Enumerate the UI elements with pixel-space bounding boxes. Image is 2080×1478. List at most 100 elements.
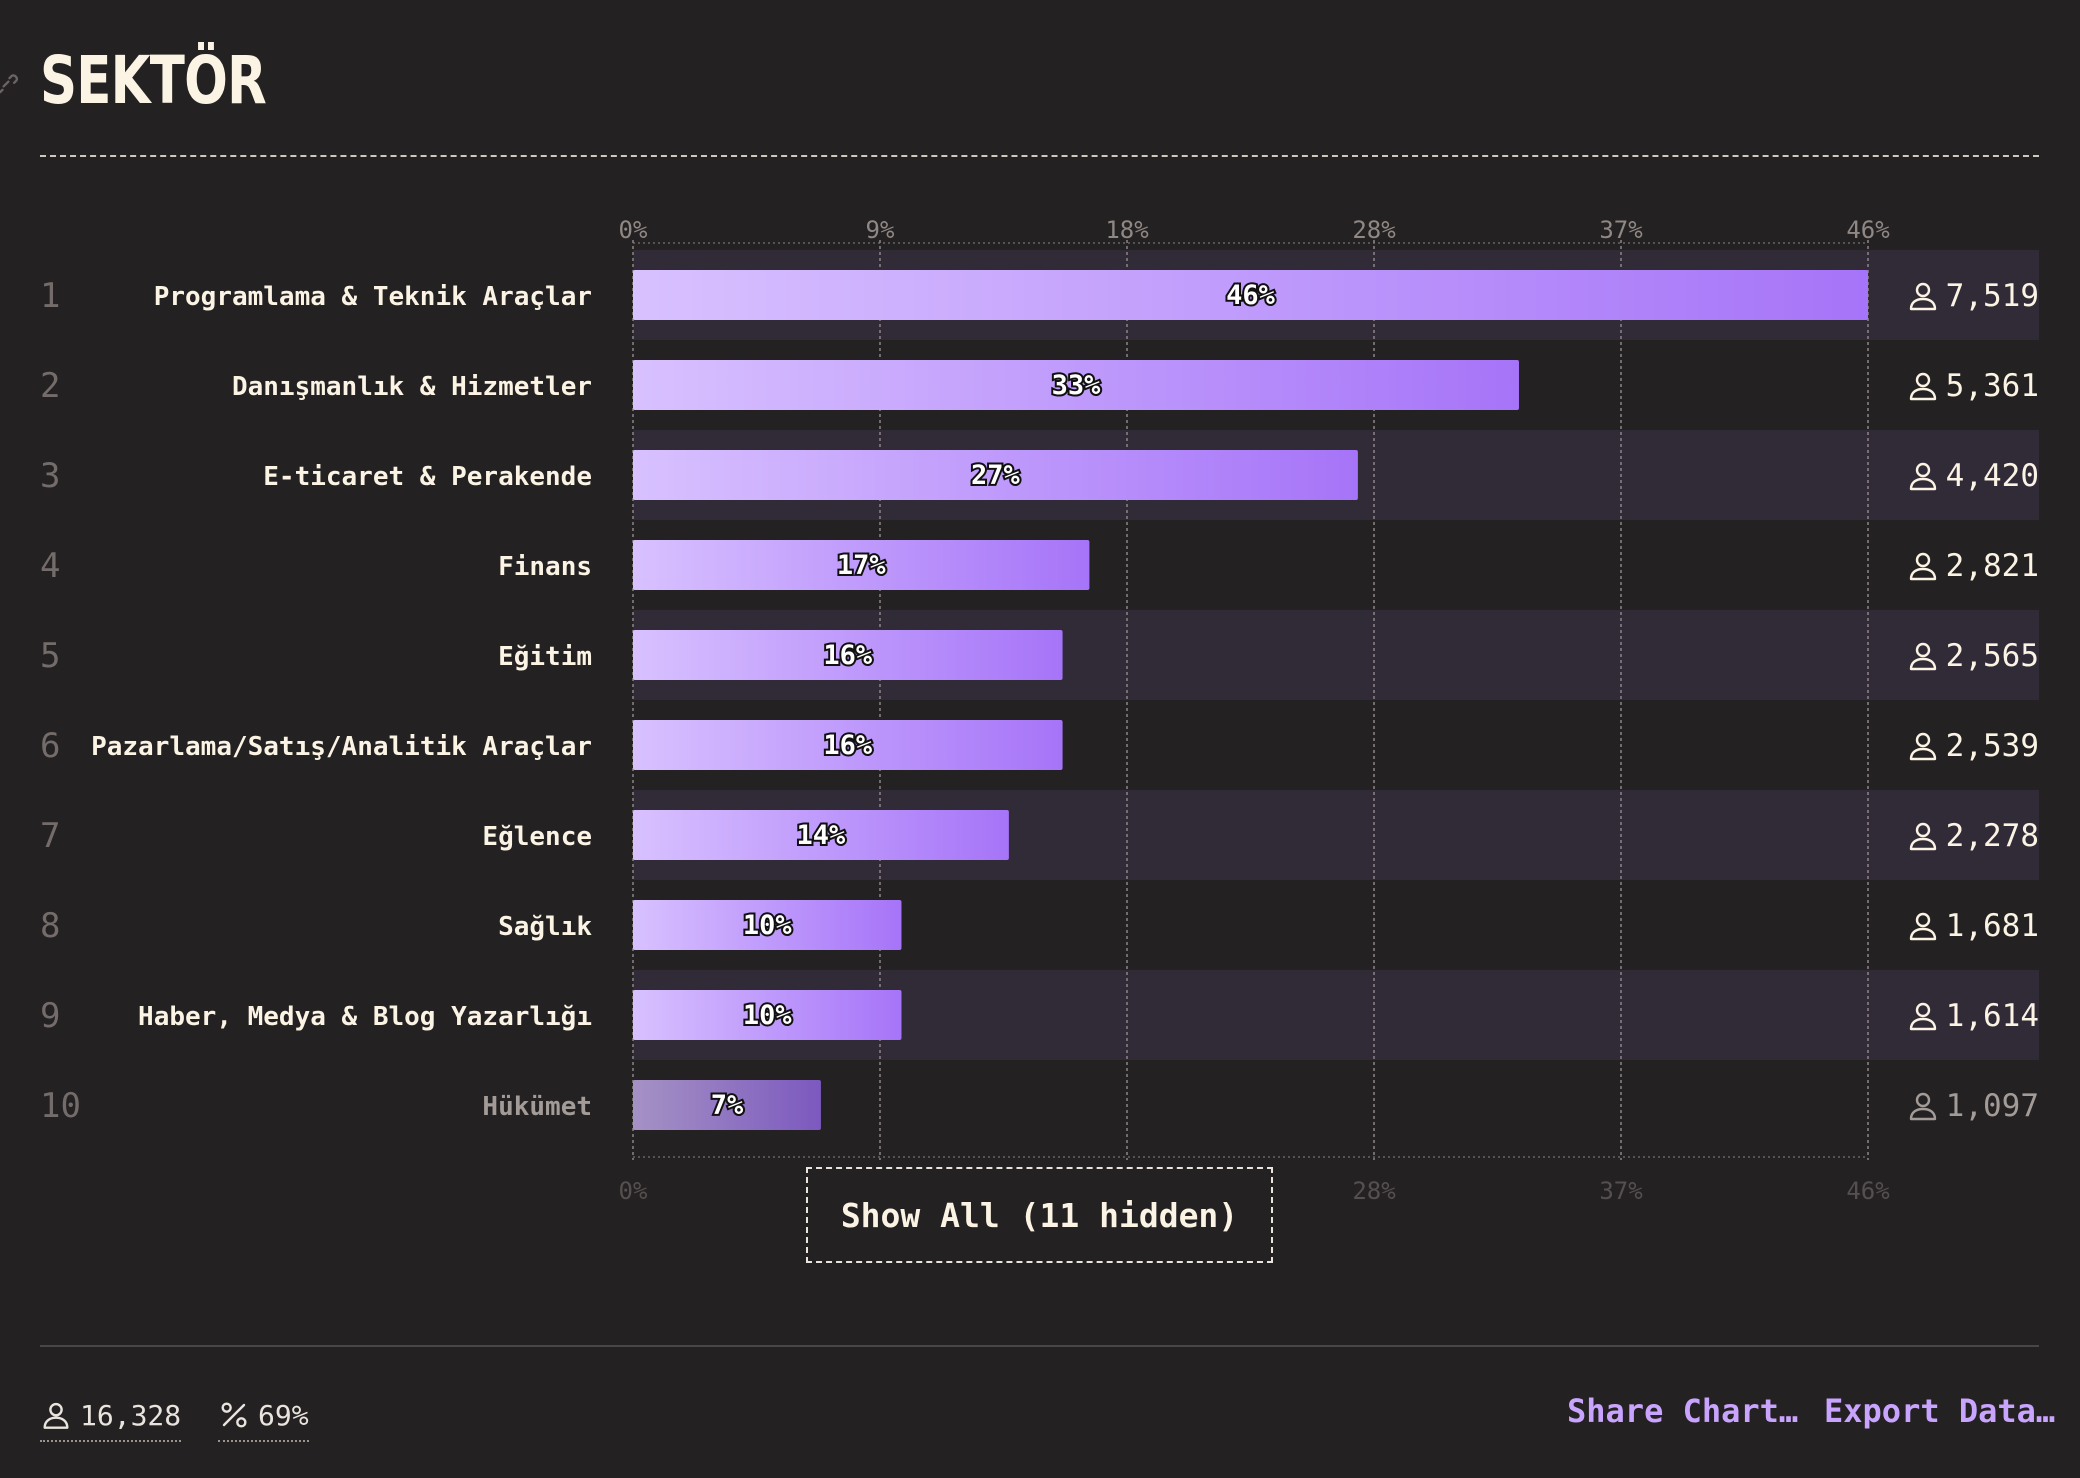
bar-value-label: 46% (1226, 280, 1276, 311)
bar (633, 900, 902, 950)
respondent-count: 2,565 (1946, 638, 2039, 674)
bar-value-label: 33% (1052, 370, 1102, 401)
x-tick-label-top: 0% (619, 216, 648, 244)
bar (633, 810, 1009, 860)
rank-number: 2 (40, 366, 60, 406)
respondent-count: 5,361 (1946, 368, 2039, 404)
person-icon-head (1915, 912, 1931, 928)
x-tick-label-bottom: 37% (1599, 1177, 1643, 1200)
respondent-count-stat[interactable]: 16,328 (40, 1392, 182, 1442)
rank-number: 4 (40, 546, 60, 586)
respondent-count: 1,681 (1946, 908, 2039, 944)
rank-number: 3 (40, 456, 60, 496)
x-tick-label-bottom: 28% (1352, 1177, 1396, 1200)
category-label: Sağlık (498, 912, 592, 942)
category-label: Finans (498, 552, 592, 582)
person-icon (1909, 732, 1937, 761)
percent-stat[interactable]: 69% (218, 1392, 309, 1442)
category-label: E-ticaret & Perakende (263, 462, 592, 492)
person-icon-body (1909, 387, 1937, 401)
person-icon-body (1909, 927, 1937, 941)
person-icon-head (1915, 642, 1931, 658)
x-tick-label-top: 28% (1352, 216, 1396, 244)
person-icon-head (1915, 822, 1931, 838)
bar-value-label: 27% (971, 460, 1021, 491)
bar (633, 990, 902, 1040)
respondent-count-value: 16,328 (80, 1398, 182, 1432)
rank-number: 10 (40, 1086, 81, 1126)
person-icon-head (1915, 552, 1931, 568)
person-icon-head (1915, 1002, 1931, 1018)
page-title: SEKTÖR (40, 42, 267, 119)
person-icon (1909, 912, 1937, 941)
category-label: Haber, Medya & Blog Yazarlığı (138, 1002, 592, 1032)
rank-number: 9 (40, 996, 60, 1036)
rank-number: 7 (40, 816, 60, 856)
x-tick-label-bottom: 46% (1846, 1177, 1890, 1200)
bar-value-label: 16% (823, 730, 873, 761)
person-icon-head (1915, 372, 1931, 388)
person-icon (1909, 1092, 1937, 1121)
respondent-count: 4,420 (1946, 458, 2039, 494)
person-icon-body (1909, 1107, 1937, 1121)
person-icon-body (1909, 1017, 1937, 1031)
person-icon-body (1909, 837, 1937, 851)
person-icon (1909, 552, 1937, 581)
person-icon-body (1909, 477, 1937, 491)
respondent-count: 1,097 (1946, 1088, 2039, 1124)
rank-number: 1 (40, 276, 60, 316)
x-tick-label-bottom: 0% (619, 1177, 648, 1200)
person-icon-body (1909, 657, 1937, 671)
person-icon (43, 1402, 69, 1429)
person-icon-body (1909, 747, 1937, 761)
person-icon-head (1915, 282, 1931, 298)
respondent-count: 2,821 (1946, 548, 2039, 584)
respondent-count: 1,614 (1946, 998, 2039, 1034)
category-label: Eğlence (482, 822, 592, 852)
export-data-link[interactable]: Export Data… (1824, 1392, 2056, 1430)
bar (633, 540, 1090, 590)
person-icon (1909, 462, 1937, 491)
show-all-button[interactable]: Show All (11 hidden) (806, 1167, 1273, 1263)
person-icon-head (1915, 732, 1931, 748)
rank-number: 6 (40, 726, 60, 766)
rank-number: 8 (40, 906, 60, 946)
x-tick-label-top: 46% (1846, 216, 1890, 244)
bar-value-label: 10% (743, 1000, 793, 1031)
respondent-count: 2,539 (1946, 728, 2039, 764)
bar (633, 630, 1063, 680)
person-icon (1909, 372, 1937, 401)
category-label: Danışmanlık & Hizmetler (232, 372, 592, 402)
bar (633, 720, 1063, 770)
category-label: Eğitim (498, 642, 592, 672)
bar-value-label: 16% (823, 640, 873, 671)
category-label: Hükümet (482, 1092, 592, 1122)
respondent-count: 7,519 (1946, 278, 2039, 314)
category-label: Programlama & Teknik Araçlar (154, 282, 592, 312)
bar-value-label: 17% (837, 550, 887, 581)
person-icon-head (1915, 1092, 1931, 1108)
share-chart-link[interactable]: Share Chart… (1567, 1392, 1799, 1430)
sector-bar-chart: 0%0%9%9%18%18%28%28%37%37%46%46%1Program… (40, 216, 2039, 1200)
person-icon (1909, 642, 1937, 671)
category-label: Pazarlama/Satış/Analitik Araçlar (91, 732, 592, 762)
x-tick-label-top: 9% (866, 216, 895, 244)
x-tick-label-top: 37% (1599, 216, 1643, 244)
person-icon (1909, 822, 1937, 851)
bar (633, 360, 1519, 410)
percent-icon (221, 1402, 247, 1428)
link-icon[interactable] (0, 70, 20, 98)
bar-value-label: 10% (743, 910, 793, 941)
title-divider (40, 155, 2039, 157)
bar-value-label: 7% (711, 1090, 744, 1121)
person-icon-body (1909, 567, 1937, 581)
rank-number: 5 (40, 636, 60, 676)
bar (633, 270, 1868, 320)
bar (633, 450, 1358, 500)
bar-value-label: 14% (797, 820, 847, 851)
respondent-count: 2,278 (1946, 818, 2039, 854)
x-tick-label-top: 18% (1105, 216, 1149, 244)
person-icon (1909, 282, 1937, 311)
person-icon-body (1909, 297, 1937, 311)
footer-divider (40, 1345, 2039, 1347)
